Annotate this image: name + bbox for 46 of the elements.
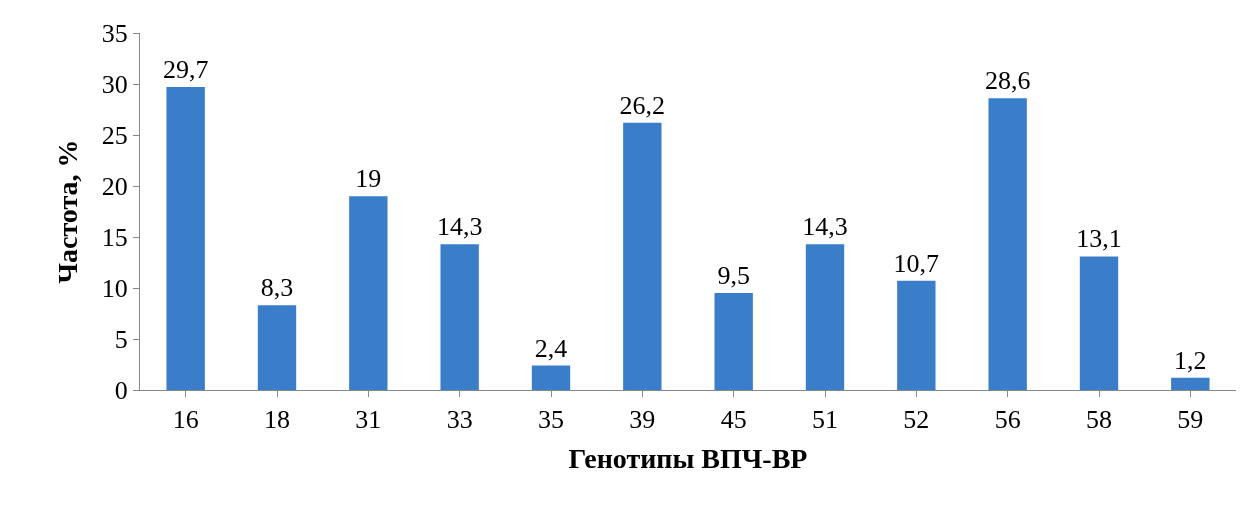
x-tick-label: 58 (1086, 405, 1112, 435)
y-tick-label: 10 (101, 274, 128, 304)
data-label: 14,3 (436, 212, 483, 242)
x-tick-label: 18 (264, 405, 290, 435)
x-tick-label: 31 (355, 405, 382, 435)
x-tick-label: 16 (172, 405, 199, 435)
y-tick-label: 15 (101, 223, 128, 253)
data-label: 26,2 (619, 90, 666, 120)
bar (166, 87, 205, 390)
x-tick-label: 45 (720, 405, 747, 435)
y-tick-label: 35 (101, 19, 128, 49)
y-axis-title: Частота, % (52, 139, 84, 284)
y-tick-label: 30 (101, 70, 128, 100)
data-label: 1,2 (1174, 345, 1207, 375)
bar (897, 280, 936, 390)
bar (440, 244, 479, 390)
y-tick-label: 5 (114, 325, 128, 355)
data-label: 14,3 (802, 212, 848, 242)
y-tick-label: 25 (101, 121, 128, 151)
y-tick-label: 0 (114, 376, 128, 406)
x-tick-label: 33 (446, 405, 473, 435)
bar (805, 244, 845, 390)
data-label: 29,7 (162, 55, 209, 85)
data-label: 13,1 (1076, 224, 1122, 254)
x-tick-label: 35 (538, 405, 564, 435)
x-tick-label: 52 (903, 405, 930, 435)
data-label: 19 (355, 164, 382, 194)
x-tick-label: 39 (629, 405, 656, 435)
x-tick-label: 59 (1177, 405, 1204, 435)
x-tick-label: 51 (812, 405, 838, 435)
bar (1079, 256, 1119, 390)
bar (623, 122, 662, 390)
bar (988, 98, 1027, 390)
bar (531, 365, 571, 390)
bar (349, 196, 388, 390)
x-axis-title: Генотипы ВПЧ-ВР (568, 443, 808, 475)
bar (1171, 377, 1210, 390)
data-label: 10,7 (893, 248, 940, 278)
data-label: 2,4 (534, 333, 568, 363)
bar (257, 305, 297, 390)
bar (714, 293, 753, 390)
x-tick-label: 56 (994, 405, 1021, 435)
y-tick-label: 20 (101, 172, 128, 202)
data-label: 28,6 (984, 66, 1031, 96)
data-label: 9,5 (717, 261, 750, 291)
data-label: 8,3 (260, 273, 294, 303)
